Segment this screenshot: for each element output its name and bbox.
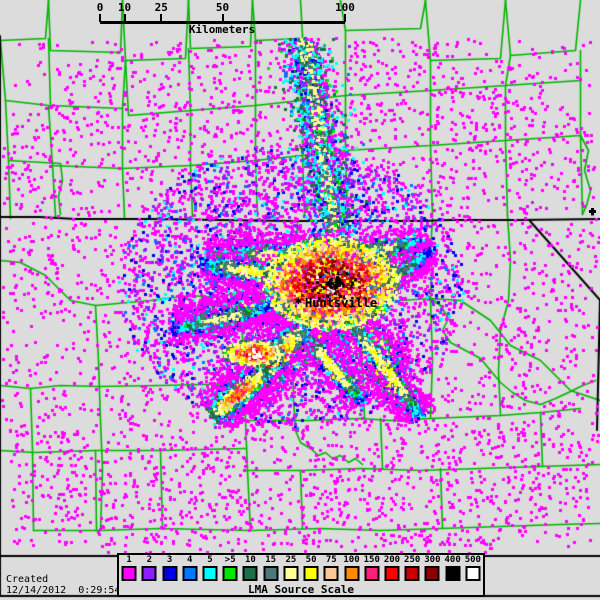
legend-bin-label: 1 <box>126 555 132 565</box>
legend-bin-swatch[interactable] <box>404 566 420 581</box>
legend-bin-label: 100 <box>343 555 360 565</box>
black-cross-marker <box>589 208 596 215</box>
legend-bin[interactable]: 50 <box>301 555 321 585</box>
scale-tick-label: 25 <box>154 1 168 14</box>
legend-bin-label: 250 <box>404 555 421 565</box>
scale-bar-line <box>100 21 345 24</box>
legend-bin-swatch[interactable] <box>465 566 481 581</box>
city-label: Huntsville <box>305 296 378 310</box>
created-datetime: 12/14/2012 0:29:54 <box>6 585 120 596</box>
scale-tick-mark <box>344 14 346 22</box>
scale-tick-mark <box>160 14 163 22</box>
legend-bin-swatch[interactable] <box>242 566 258 581</box>
legend-bin-swatch[interactable] <box>303 566 319 581</box>
legend-bin[interactable]: 100 <box>341 555 361 585</box>
legend-bin[interactable]: 300 <box>422 555 442 585</box>
legend-bin[interactable]: >5 <box>220 555 240 585</box>
legend-title: LMA Source Scale <box>248 583 354 596</box>
legend-bin-swatch[interactable] <box>263 566 279 581</box>
legend-bin[interactable]: 5 <box>200 555 220 585</box>
legend-bin-swatch[interactable] <box>344 566 360 581</box>
legend-bin-label: 150 <box>363 555 380 565</box>
legend-bin-label: 4 <box>187 555 193 565</box>
legend-bin-swatch[interactable] <box>222 566 238 581</box>
scale-tick-mark <box>221 14 224 22</box>
legend-bin[interactable]: 200 <box>382 555 402 585</box>
legend-bin[interactable]: 150 <box>362 555 382 585</box>
legend-bin-label: 10 <box>245 555 256 565</box>
legend-bin-swatch[interactable] <box>182 566 198 581</box>
legend-bin[interactable]: 2 <box>139 555 159 585</box>
created-label: Created <box>6 574 49 585</box>
legend-bin-swatch[interactable] <box>445 566 461 581</box>
legend-bin[interactable]: 250 <box>402 555 422 585</box>
legend-bin-label: 50 <box>305 555 317 565</box>
scale-tick-label: 100 <box>335 1 355 14</box>
legend-bin-label: 2 <box>146 555 153 565</box>
legend-bin-label: 75 <box>325 555 337 565</box>
legend-bin-swatch[interactable] <box>121 566 137 581</box>
legend-bin-swatch[interactable] <box>283 566 299 581</box>
scale-tick-mark <box>123 14 126 22</box>
created-timestamp: Created 12/14/2012 0:29:54 <box>6 574 120 596</box>
legend-bin-label: 3 <box>166 555 173 565</box>
legend-bin-swatch[interactable] <box>202 566 218 581</box>
legend-bin-swatch[interactable] <box>364 566 380 581</box>
scale-tick-label: 50 <box>215 1 230 14</box>
legend-bin-swatch[interactable] <box>384 566 400 581</box>
legend-bin-swatch[interactable] <box>323 566 339 581</box>
legend-bin[interactable]: 3 <box>159 555 179 585</box>
legend-bin[interactable]: 4 <box>180 555 200 585</box>
legend-bin-label: 500 <box>464 555 481 565</box>
legend-bin-swatch[interactable] <box>141 566 157 581</box>
legend-bin[interactable]: 400 <box>443 555 463 585</box>
scale-tick-label: 0 <box>96 1 104 14</box>
legend-bin-label: 5 <box>207 555 213 565</box>
legend-bin[interactable]: 10 <box>240 555 260 585</box>
created-date: 12/14/2012 <box>6 585 67 596</box>
legend-panel: 1 2 3 4 5 >5 10 15 25 50 75 100 150 200 250 300 400 500 L… <box>117 553 485 597</box>
legend-bin-label: >5 <box>224 555 236 565</box>
legend-swatch-row: 1 2 3 4 5 >5 10 15 25 50 75 100 150 200 250 300 400 500 <box>119 555 483 585</box>
legend-bin-swatch[interactable] <box>424 566 440 581</box>
legend-bin-label: 200 <box>383 555 401 565</box>
legend-bin-label: 15 <box>265 555 277 565</box>
scale-bar: Kilometers 0 10 25 50 100 <box>0 0 600 36</box>
legend-bin-swatch[interactable] <box>162 566 178 581</box>
legend-bin[interactable]: 75 <box>321 555 341 585</box>
legend-bin-label: 300 <box>424 555 441 565</box>
legend-bin[interactable]: 500 <box>463 555 483 585</box>
legend-bin-label: 25 <box>285 555 297 565</box>
legend-bin[interactable]: 1 <box>119 555 139 585</box>
legend-bin[interactable]: 15 <box>261 555 281 585</box>
scale-bar-title: Kilometers <box>188 23 256 36</box>
scale-tick-label: 10 <box>117 1 132 14</box>
created-time: 0:29:54 <box>78 585 121 596</box>
scale-tick-mark <box>99 14 101 22</box>
city-star-icon: ✱ <box>295 294 302 307</box>
legend-bin-label: 400 <box>444 555 461 565</box>
legend-bin[interactable]: 25 <box>281 555 301 585</box>
